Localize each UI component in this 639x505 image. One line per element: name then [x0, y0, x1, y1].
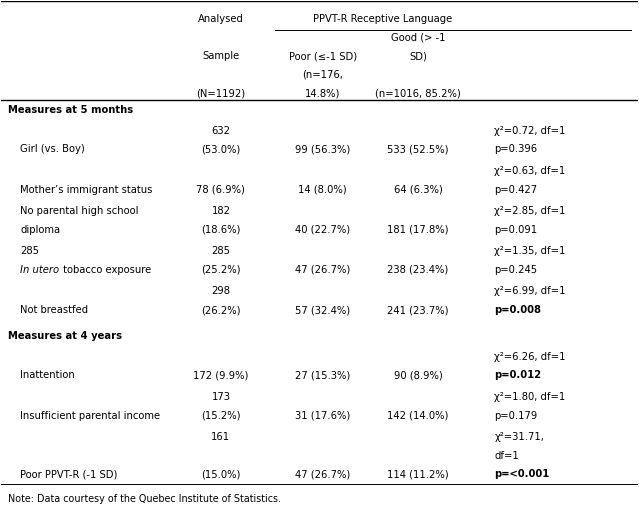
Text: 298: 298	[212, 286, 231, 296]
Text: tobacco exposure: tobacco exposure	[60, 265, 151, 275]
Text: Sample: Sample	[203, 51, 240, 61]
Text: 31 (17.6%): 31 (17.6%)	[295, 411, 350, 421]
Text: In utero: In utero	[20, 265, 59, 275]
Text: p=0.427: p=0.427	[495, 185, 537, 194]
Text: Girl (vs. Boy): Girl (vs. Boy)	[20, 144, 85, 155]
Text: χ²=0.63, df=1: χ²=0.63, df=1	[495, 166, 566, 176]
Text: χ²=0.72, df=1: χ²=0.72, df=1	[495, 126, 566, 136]
Text: Analysed: Analysed	[198, 14, 244, 24]
Text: Not breastfed: Not breastfed	[20, 305, 89, 315]
Text: 533 (52.5%): 533 (52.5%)	[387, 144, 449, 155]
Text: (26.2%): (26.2%)	[201, 305, 241, 315]
Text: 57 (32.4%): 57 (32.4%)	[295, 305, 350, 315]
Text: 161: 161	[212, 432, 231, 442]
Text: 142 (14.0%): 142 (14.0%)	[387, 411, 449, 421]
Text: χ²=1.35, df=1: χ²=1.35, df=1	[495, 246, 566, 256]
Text: Note: Data courtesy of the Quebec Institute of Statistics.: Note: Data courtesy of the Quebec Instit…	[8, 494, 281, 504]
Text: 47 (26.7%): 47 (26.7%)	[295, 265, 350, 275]
Text: 181 (17.8%): 181 (17.8%)	[387, 225, 449, 235]
Text: (15.0%): (15.0%)	[201, 470, 240, 479]
Text: 47 (26.7%): 47 (26.7%)	[295, 470, 350, 479]
Text: 241 (23.7%): 241 (23.7%)	[387, 305, 449, 315]
Text: (N=1192): (N=1192)	[196, 88, 245, 98]
Text: p=0.245: p=0.245	[495, 265, 537, 275]
Text: 173: 173	[212, 392, 231, 402]
Text: 182: 182	[212, 206, 231, 216]
Text: χ²=6.26, df=1: χ²=6.26, df=1	[495, 352, 566, 362]
Text: 285: 285	[20, 246, 40, 256]
Text: Poor PPVT-R (-1 SD): Poor PPVT-R (-1 SD)	[20, 470, 118, 479]
Text: (n=1016, 85.2%): (n=1016, 85.2%)	[375, 88, 461, 98]
Text: p=0.008: p=0.008	[495, 305, 541, 315]
Text: 632: 632	[212, 126, 231, 136]
Text: Measures at 4 years: Measures at 4 years	[8, 331, 122, 341]
Text: 64 (6.3%): 64 (6.3%)	[394, 185, 442, 194]
Text: χ²=2.85, df=1: χ²=2.85, df=1	[495, 206, 566, 216]
Text: (n=176,: (n=176,	[302, 70, 343, 80]
Text: (18.6%): (18.6%)	[201, 225, 240, 235]
Text: p=<0.001: p=<0.001	[495, 470, 550, 479]
Text: p=0.179: p=0.179	[495, 411, 537, 421]
Text: χ²=6.99, df=1: χ²=6.99, df=1	[495, 286, 566, 296]
Text: 40 (22.7%): 40 (22.7%)	[295, 225, 350, 235]
Text: p=0.091: p=0.091	[495, 225, 537, 235]
Text: 90 (8.9%): 90 (8.9%)	[394, 371, 442, 380]
Text: 27 (15.3%): 27 (15.3%)	[295, 371, 350, 380]
Text: 238 (23.4%): 238 (23.4%)	[387, 265, 449, 275]
Text: Good (> -1: Good (> -1	[391, 32, 445, 42]
Text: (15.2%): (15.2%)	[201, 411, 241, 421]
Text: p=0.396: p=0.396	[495, 144, 537, 155]
Text: 285: 285	[212, 246, 231, 256]
Text: (25.2%): (25.2%)	[201, 265, 241, 275]
Text: Inattention: Inattention	[20, 371, 75, 380]
Text: Measures at 5 months: Measures at 5 months	[8, 105, 133, 115]
Text: 172 (9.9%): 172 (9.9%)	[193, 371, 249, 380]
Text: df=1: df=1	[495, 451, 520, 461]
Text: 99 (56.3%): 99 (56.3%)	[295, 144, 350, 155]
Text: No parental high school: No parental high school	[20, 206, 139, 216]
Text: (53.0%): (53.0%)	[201, 144, 240, 155]
Text: PPVT-R Receptive Language: PPVT-R Receptive Language	[314, 14, 453, 24]
Text: diploma: diploma	[20, 225, 61, 235]
Text: Poor (≤-1 SD): Poor (≤-1 SD)	[289, 51, 357, 61]
Text: 78 (6.9%): 78 (6.9%)	[196, 185, 245, 194]
Text: 114 (11.2%): 114 (11.2%)	[387, 470, 449, 479]
Text: p=0.012: p=0.012	[495, 371, 542, 380]
Text: Mother’s immigrant status: Mother’s immigrant status	[20, 185, 153, 194]
Text: Insufficient parental income: Insufficient parental income	[20, 411, 160, 421]
Text: χ²=31.71,: χ²=31.71,	[495, 432, 544, 442]
Text: 14 (8.0%): 14 (8.0%)	[298, 185, 347, 194]
Text: χ²=1.80, df=1: χ²=1.80, df=1	[495, 392, 566, 402]
Text: SD): SD)	[409, 51, 427, 61]
Text: 14.8%): 14.8%)	[305, 88, 341, 98]
